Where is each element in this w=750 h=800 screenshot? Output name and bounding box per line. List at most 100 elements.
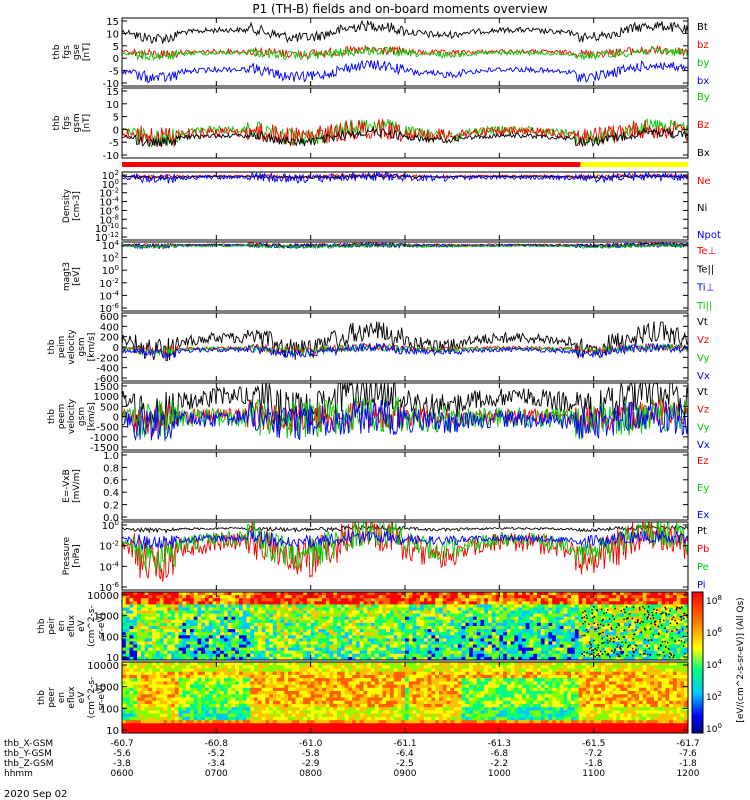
heatmap-cell — [378, 607, 383, 611]
heatmap-cell — [303, 619, 308, 624]
heatmap-sparse-pixel — [633, 633, 636, 635]
heatmap-cell — [205, 607, 210, 611]
heatmap-cell — [250, 613, 255, 618]
heatmap-cell — [635, 653, 640, 658]
y-tick-label: 600 — [100, 312, 119, 323]
heatmap-cell — [488, 622, 493, 627]
heatmap-cell — [295, 653, 300, 658]
heatmap-cell — [239, 644, 244, 648]
heatmap-cell — [250, 598, 255, 602]
heatmap-cell — [469, 626, 474, 630]
heatmap-cell — [205, 619, 210, 624]
heatmap-cell — [269, 653, 274, 658]
heatmap-cell — [393, 601, 398, 605]
heatmap-cell — [156, 665, 161, 669]
heatmap-cell — [352, 622, 357, 627]
heatmap-cell — [220, 644, 225, 648]
heatmap-cell — [318, 598, 323, 602]
heatmap-cell — [174, 678, 179, 682]
y-tick-label: 15 — [106, 87, 119, 98]
heatmap-cell — [125, 707, 130, 711]
heatmap-cell — [182, 619, 187, 624]
heatmap-cell — [140, 716, 146, 721]
heatmap-sparse-pixel — [640, 620, 643, 623]
heatmap-cell — [337, 629, 342, 633]
heatmap-cell — [476, 592, 481, 596]
heatmap-cell — [257, 713, 262, 718]
heatmap-cell — [133, 691, 138, 695]
heatmap-cell — [208, 644, 213, 648]
heatmap-cell — [499, 635, 504, 639]
heatmap-cell — [352, 619, 357, 624]
heatmap-cell — [676, 610, 681, 614]
heatmap-cell — [469, 616, 474, 621]
heatmap-cell — [378, 632, 383, 636]
y-axis-label-line: [km/s] — [87, 402, 97, 431]
heatmap-sparse-pixel — [627, 646, 629, 648]
heatmap-cell — [684, 629, 689, 633]
heatmap-sparse-pixel — [610, 638, 612, 640]
heatmap-cell — [378, 622, 383, 627]
heatmap-cell — [250, 674, 255, 679]
heatmap-cell — [242, 653, 247, 658]
heatmap-cell — [416, 607, 421, 611]
heatmap-cell — [435, 632, 440, 636]
heatmap-cell — [189, 678, 195, 682]
heatmap-cell — [672, 595, 678, 599]
heatmap-cell — [254, 729, 259, 734]
heatmap-cell — [631, 622, 636, 627]
heatmap-cell — [574, 638, 579, 642]
heatmap-cell — [442, 595, 447, 599]
y-tick-label: -600 — [96, 374, 119, 385]
heatmap-cell — [152, 610, 157, 614]
heatmap-cell — [223, 729, 229, 734]
heatmap-cell — [133, 710, 138, 714]
heatmap-sparse-pixel — [646, 645, 648, 647]
heatmap-cell — [480, 622, 485, 627]
heatmap-sparse-pixel — [683, 612, 685, 615]
heatmap-cell — [412, 629, 417, 633]
heatmap-cell — [208, 707, 213, 711]
heatmap-sparse-pixel — [583, 616, 586, 618]
heatmap-cell — [174, 697, 179, 702]
heatmap-cell — [578, 656, 583, 661]
heatmap-sparse-pixel — [623, 636, 626, 638]
heatmap-cell — [235, 622, 240, 627]
heatmap-cell — [420, 656, 425, 661]
heatmap-cell — [446, 607, 451, 611]
heatmap-cell — [522, 641, 527, 645]
heatmap-cell — [223, 632, 229, 636]
heatmap-cell — [612, 610, 617, 614]
heatmap-cell — [265, 704, 270, 708]
heatmap-cell — [314, 598, 319, 602]
heatmap-cell — [208, 656, 213, 661]
heatmap-cell — [261, 647, 266, 652]
heatmap-cell — [431, 638, 436, 642]
heatmap-cell — [182, 687, 187, 692]
heatmap-cell — [620, 610, 625, 614]
heatmap-cell — [159, 647, 164, 652]
heatmap-cell — [337, 595, 342, 599]
heatmap-cell — [276, 684, 281, 689]
heatmap-cell — [216, 604, 221, 608]
heatmap-cell — [544, 613, 549, 618]
heatmap-cell — [684, 644, 689, 648]
heatmap-cell — [578, 601, 583, 605]
heatmap-cell — [378, 598, 383, 602]
heatmap-sparse-pixel — [631, 647, 634, 650]
heatmap-cell — [657, 598, 662, 602]
heatmap-sparse-pixel — [671, 637, 673, 639]
heatmap-cell — [593, 619, 598, 624]
heatmap-cell — [337, 632, 342, 636]
heatmap-cell — [239, 723, 244, 727]
heatmap-cell — [397, 622, 402, 627]
heatmap-cell — [156, 595, 161, 599]
heatmap-cell — [276, 694, 281, 698]
heatmap-cell — [288, 626, 293, 630]
heatmap-cell — [382, 613, 387, 618]
heatmap-cell — [182, 601, 187, 605]
heatmap-cell — [254, 710, 259, 714]
heatmap-cell — [488, 629, 493, 633]
heatmap-cell — [408, 595, 413, 599]
heatmap-cell — [288, 700, 293, 705]
